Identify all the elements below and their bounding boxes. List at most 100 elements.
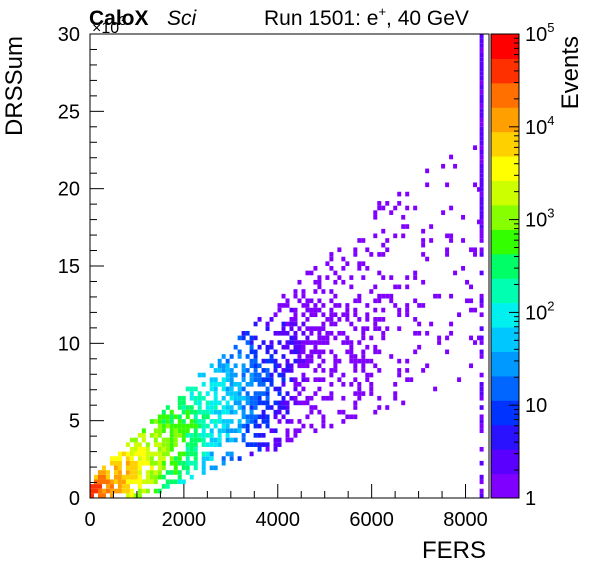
heatmap-cell: [285, 344, 290, 350]
heatmap-cell: [177, 405, 182, 410]
heatmap-cell: [357, 382, 362, 387]
heatmap-cell: [333, 335, 338, 341]
heatmap-cell: [353, 363, 358, 369]
heatmap-cell: [369, 358, 374, 364]
heatmap-cell: [413, 270, 418, 276]
heatmap-cell: [193, 428, 198, 434]
heatmap-cell: [249, 363, 254, 369]
heatmap-cell: [297, 340, 302, 345]
heatmap-cell: [329, 423, 334, 429]
heatmap-cell: [165, 419, 170, 424]
heatmap-cell: [393, 382, 398, 387]
heatmap-cell: [457, 377, 462, 382]
heatmap-cell: [305, 363, 310, 369]
heatmap-cell: [313, 391, 318, 396]
heatmap-cell: [257, 442, 262, 447]
heatmap-cell: [469, 335, 474, 341]
heatmap-cell: [349, 382, 354, 387]
heatmap-cell: [165, 479, 170, 485]
heatmap-cell: [165, 423, 170, 429]
heatmap-cell: [253, 391, 258, 396]
heatmap-cell: [445, 349, 450, 355]
heatmap-cell: [133, 437, 138, 443]
heatmap-cell: [249, 414, 254, 420]
heatmap-cell: [265, 326, 270, 331]
heatmap-cell: [169, 437, 174, 443]
heatmap-cell: [377, 205, 382, 211]
color-scale-bar: [491, 34, 519, 499]
heatmap-cell: [109, 460, 114, 466]
heatmap-cell: [189, 386, 194, 392]
heatmap-cell: [149, 465, 154, 471]
heatmap-cell: [237, 391, 242, 396]
heatmap-cell: [281, 326, 286, 331]
heatmap-cell: [117, 488, 122, 494]
heatmap-cell: [157, 433, 162, 438]
heatmap-cell: [90, 484, 94, 489]
heatmap-cell: [389, 210, 394, 215]
heatmap-cell: [317, 409, 322, 415]
heatmap-cell: [289, 419, 294, 424]
heatmap-cell: [181, 395, 186, 401]
heatmap-cell: [257, 363, 262, 369]
heatmap-cell: [133, 451, 138, 457]
heatmap-cell: [129, 479, 134, 485]
heatmap-cell: [453, 163, 458, 169]
heatmap-cell: [269, 428, 274, 434]
heatmap-cell: [265, 386, 270, 392]
heatmap-cell: [353, 307, 358, 313]
heatmap-cell: [301, 400, 306, 406]
heatmap-cell: [129, 451, 134, 457]
heatmap-cell: [365, 358, 370, 364]
heatmap-cell: [329, 349, 334, 355]
heatmap-cell: [381, 228, 386, 234]
heatmap-cell: [293, 293, 298, 299]
heatmap-cell: [193, 400, 198, 406]
heatmap-cell: [173, 423, 178, 429]
heatmap-cell: [373, 321, 378, 327]
heatmap-cell: [329, 330, 334, 336]
heatmap-cell: [197, 395, 202, 401]
color-scale-swatch: [491, 156, 519, 182]
heatmap-cell: [105, 484, 110, 489]
heatmap-cell: [213, 386, 218, 392]
heatmap-cell: [401, 233, 406, 239]
heatmap-cell: [301, 349, 306, 355]
heatmap-cell: [329, 307, 334, 313]
heatmap-cell: [421, 303, 426, 308]
heatmap-cell: [241, 414, 246, 420]
heatmap-cell: [197, 419, 202, 424]
heatmap-cell: [237, 354, 242, 359]
heatmap-cell: [253, 349, 258, 355]
heatmap-cell: [157, 423, 162, 429]
heatmap-cell: [145, 470, 150, 475]
heatmap-cells: [90, 34, 484, 498]
heatmap-cell: [479, 38, 484, 44]
heatmap-cell: [241, 395, 246, 401]
heatmap-cell: [479, 219, 484, 225]
heatmap-cell: [209, 456, 214, 461]
heatmap-cell: [169, 446, 174, 452]
heatmap-cell: [393, 233, 398, 239]
heatmap-cell: [221, 368, 226, 373]
heatmap-cell: [213, 465, 218, 471]
heatmap-cell: [117, 479, 122, 485]
heatmap-cell: [205, 442, 210, 447]
heatmap-cell: [193, 446, 198, 452]
heatmap-cell: [477, 335, 482, 341]
heatmap-cell: [393, 391, 398, 396]
heatmap-cell: [161, 465, 166, 471]
heatmap-cell: [479, 145, 484, 150]
heatmap-cell: [157, 414, 162, 420]
heatmap-cell: [133, 474, 138, 480]
heatmap-cell: [353, 298, 358, 304]
heatmap-cell: [189, 419, 194, 424]
heatmap-cell: [177, 428, 182, 434]
color-scale-swatch: [491, 180, 519, 206]
heatmap-cell: [479, 126, 484, 132]
heatmap-cell: [169, 479, 174, 485]
heatmap-cell: [265, 391, 270, 396]
heatmap-cell: [437, 335, 442, 341]
heatmap-cell: [373, 317, 378, 322]
heatmap-cell: [309, 326, 314, 331]
